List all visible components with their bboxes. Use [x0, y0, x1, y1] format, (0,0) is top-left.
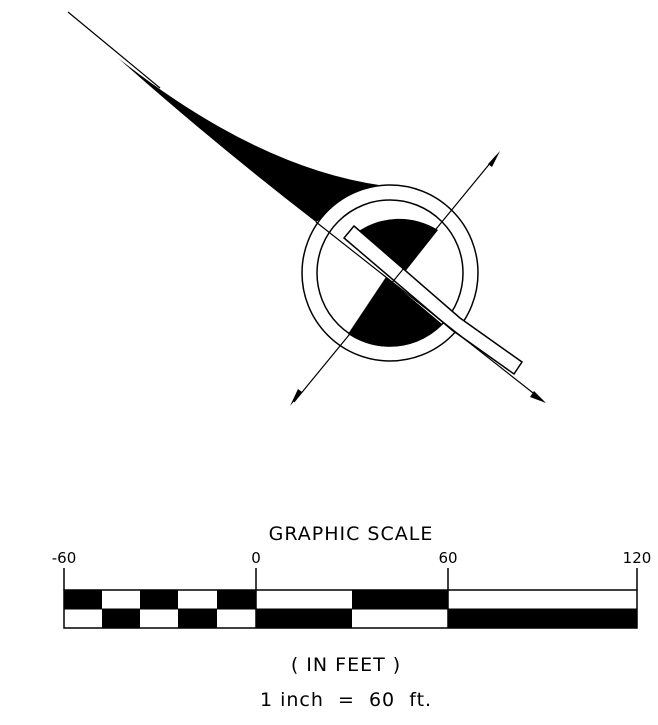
- scale-segment: [217, 609, 256, 628]
- scale-segment: [178, 609, 217, 628]
- scale-segment: [102, 590, 140, 609]
- scale-tick-label: 0: [251, 549, 261, 567]
- scale-segment: [448, 590, 637, 609]
- scale-segment: [448, 609, 637, 628]
- compass-quadrant-bottom: [348, 277, 442, 347]
- compass-needle-bar: [342, 224, 524, 376]
- scale-segment: [178, 590, 217, 609]
- compass-axis-ne-sw: [293, 155, 497, 403]
- compass-arrowhead-ne: [488, 151, 500, 167]
- scale-tick-label: 60: [438, 549, 457, 567]
- scale-segment: [256, 609, 352, 628]
- scale-segment: [64, 590, 102, 609]
- scale-tick-label: 120: [623, 549, 652, 567]
- scale-ratio-label: 1 inch = 60 ft.: [260, 689, 432, 711]
- north-arrow-tail-line: [67, 11, 161, 89]
- scale-title: GRAPHIC SCALE: [269, 523, 434, 545]
- scale-tick-label: -60: [52, 549, 77, 567]
- scale-units-label: ( IN FEET ): [291, 654, 401, 676]
- compass-axis-nw-se: [315, 221, 543, 401]
- scale-segment: [256, 590, 352, 609]
- compass-arrowhead-sw: [290, 389, 302, 406]
- scale-segment: [64, 609, 102, 628]
- north-arrow-wedge: [118, 58, 386, 222]
- scale-segment: [140, 590, 178, 609]
- scale-segment: [140, 609, 178, 628]
- compass-quadrant-top: [356, 218, 438, 273]
- graphic-scale: GRAPHIC SCALE -60 0 60 120: [52, 523, 652, 711]
- north-arrow-icon: [67, 11, 546, 406]
- scale-segment: [352, 590, 448, 609]
- scale-segment: [217, 590, 256, 609]
- compass-arrowhead-se: [530, 391, 546, 403]
- scale-segment: [102, 609, 140, 628]
- scale-segment: [352, 609, 448, 628]
